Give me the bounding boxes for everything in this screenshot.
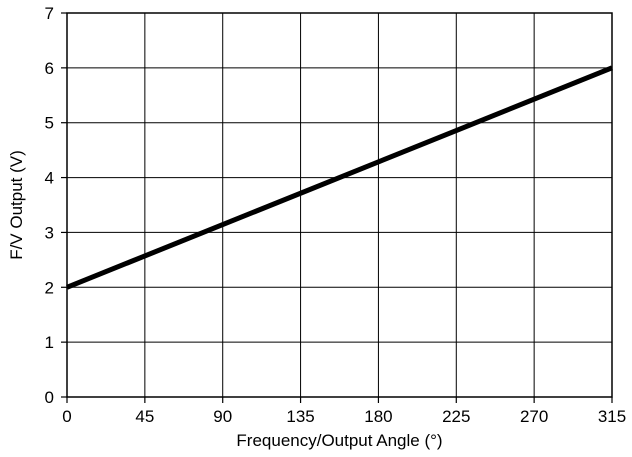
- series-line: [66, 65, 613, 290]
- plot-frame: [66, 12, 613, 398]
- y-tick-label: 5: [45, 114, 54, 133]
- x-tick-label: 225: [442, 407, 470, 426]
- y-tick-label: 1: [45, 333, 54, 352]
- x-tick-label: 45: [135, 407, 154, 426]
- y-tick-label: 3: [45, 223, 54, 242]
- y-tick-label: 2: [45, 278, 54, 297]
- y-tick-label: 7: [45, 4, 54, 23]
- y-tick-label: 6: [45, 59, 54, 78]
- x-tick-label: 180: [364, 407, 392, 426]
- y-tick-label: 0: [45, 388, 54, 407]
- x-axis-ticks: 0 45 90 135 180 225 270 315: [62, 397, 626, 426]
- x-axis-title: Frequency/Output Angle (°): [236, 431, 442, 450]
- grid: [67, 13, 612, 397]
- y-axis-title: F/V Output (V): [7, 150, 26, 260]
- y-tick-label: 4: [45, 169, 54, 188]
- x-tick-label: 0: [62, 407, 71, 426]
- y-axis-ticks: 0 1 2 3 4 5 6 7: [45, 4, 67, 407]
- x-tick-label: 315: [598, 407, 626, 426]
- x-tick-label: 90: [213, 407, 232, 426]
- series-layer: [66, 65, 613, 290]
- x-tick-label: 135: [286, 407, 314, 426]
- x-tick-label: 270: [520, 407, 548, 426]
